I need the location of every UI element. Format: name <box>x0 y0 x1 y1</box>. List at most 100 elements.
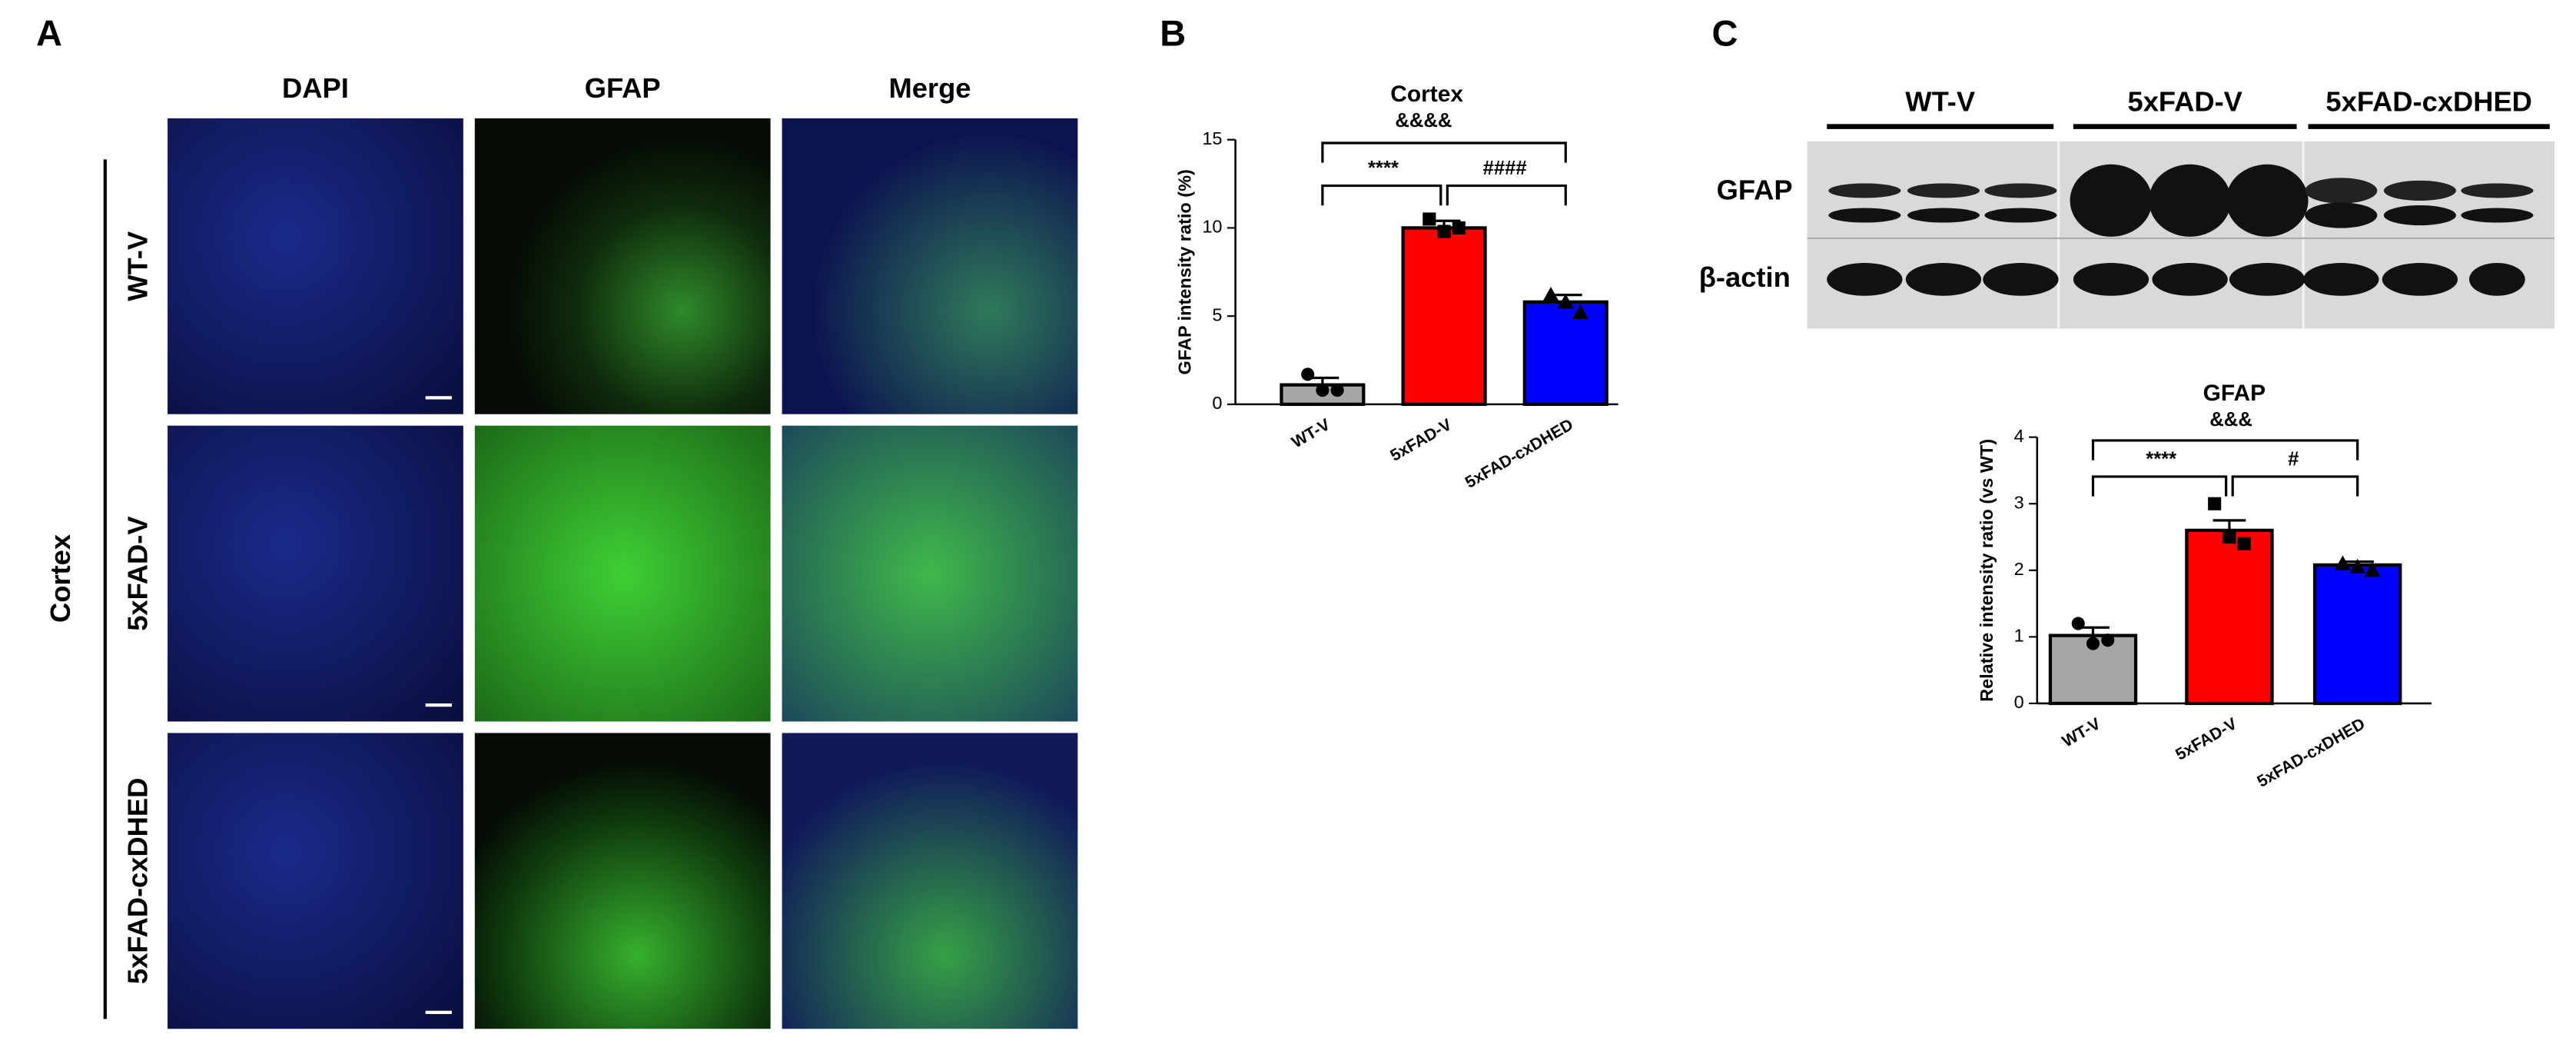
micrograph <box>782 118 1078 414</box>
band <box>1905 263 1982 296</box>
band <box>1907 208 1980 223</box>
band <box>1907 183 1980 198</box>
band <box>2303 263 2379 296</box>
significance-bracket <box>2231 475 2359 497</box>
data-point <box>2101 633 2115 647</box>
micrograph <box>168 118 463 414</box>
significance-label: &&&& <box>1395 110 1452 131</box>
y-tick-label: 5 <box>1212 304 1222 324</box>
significance-bracket <box>1321 184 1442 206</box>
band <box>2152 263 2228 296</box>
band <box>2070 164 2153 237</box>
band <box>2383 204 2456 226</box>
data-point <box>2349 558 2366 574</box>
band <box>2461 208 2534 223</box>
bar <box>2312 563 2402 706</box>
x-tick-label: WT-V <box>1289 415 1334 452</box>
row-label: 5xFAD-cxDHED <box>121 778 153 985</box>
y-tick-label: 1 <box>2014 626 2024 646</box>
micrograph <box>474 425 771 722</box>
significance-label: #### <box>1483 158 1527 179</box>
y-tick-label: 0 <box>1212 393 1222 413</box>
y-tick-label: 15 <box>1202 128 1222 148</box>
data-point <box>1572 304 1589 320</box>
x-tick-label: 5xFAD-V <box>2173 714 2241 764</box>
band <box>2305 178 2378 204</box>
significance-label: &&& <box>2209 409 2252 431</box>
data-point <box>2071 617 2085 630</box>
chart-title: Cortex <box>1390 81 1463 107</box>
band <box>2382 263 2458 296</box>
y-tick-label: 10 <box>1202 217 1222 237</box>
significance-bracket <box>1321 141 1567 163</box>
data-point <box>2334 555 2352 570</box>
band <box>2073 263 2149 296</box>
band <box>2469 263 2525 296</box>
data-point <box>2222 530 2236 544</box>
data-point <box>2237 537 2251 550</box>
micrograph <box>782 425 1078 722</box>
western-blot: WT-V 5xFAD-V 5xFAD-cxDHED GFAP β-actin <box>1699 85 2555 329</box>
band <box>2149 164 2232 237</box>
micrograph <box>168 733 463 1029</box>
data-point <box>1542 286 1559 302</box>
band <box>1828 183 1901 198</box>
x-tick-label: 5xFAD-cxDHED <box>1462 415 1576 492</box>
chart-title: GFAP <box>2203 381 2266 406</box>
micrograph <box>168 425 463 722</box>
data-point <box>2364 562 2381 577</box>
band <box>1827 263 1903 296</box>
data-point <box>1452 221 1466 234</box>
band <box>2226 164 2309 237</box>
band <box>1983 263 2059 296</box>
band <box>1984 183 2057 198</box>
data-point <box>1330 383 1344 397</box>
column-label: GFAP <box>585 72 661 104</box>
column-label: DAPI <box>282 72 349 104</box>
row-label: WT-V <box>121 231 153 301</box>
band <box>1828 208 1901 223</box>
band <box>1984 208 2057 223</box>
significance-bracket <box>1446 184 1567 206</box>
data-point <box>1301 367 1315 381</box>
data-point <box>2208 497 2222 510</box>
region-label: Cortex <box>45 534 76 623</box>
group-label: 5xFAD-V <box>2128 85 2242 117</box>
significance-label: **** <box>2146 448 2176 470</box>
bar <box>2185 528 2274 706</box>
y-axis-label: Relative intensity ratio (vs WT) <box>1977 439 1997 702</box>
y-tick-label: 4 <box>2014 426 2024 446</box>
band-label: β-actin <box>1699 261 1791 293</box>
x-tick-label: WT-V <box>2059 714 2104 751</box>
column-label: Merge <box>888 72 971 104</box>
significance-bracket <box>2091 439 2359 461</box>
significance-bracket <box>2091 475 2228 497</box>
panel-label: C <box>1712 12 1738 53</box>
significance-label: # <box>2288 448 2299 470</box>
significance-label: **** <box>1368 158 1399 179</box>
bar <box>1522 300 1608 407</box>
group-label: 5xFAD-cxDHED <box>2325 85 2532 117</box>
panel-a: DAPI GFAP Merge Cortex WT-V 5xFAD-V 5xFAD-cxDH… <box>45 72 1078 1029</box>
y-tick-label: 0 <box>2014 692 2024 712</box>
group-label: WT-V <box>1905 85 1975 117</box>
band-label: GFAP <box>1717 175 1793 206</box>
band <box>2461 183 2534 198</box>
data-point <box>1557 294 1574 309</box>
data-point <box>1437 224 1451 238</box>
bar <box>1401 226 1487 407</box>
band <box>2383 180 2456 201</box>
band <box>2229 263 2305 296</box>
micrograph <box>474 733 771 1029</box>
panel-label: B <box>1160 12 1186 53</box>
y-axis-label: GFAP intensity ratio (%) <box>1175 169 1195 374</box>
x-tick-label: 5xFAD-cxDHED <box>2254 714 2369 791</box>
micrograph <box>474 118 771 414</box>
y-tick-label: 3 <box>2014 492 2024 512</box>
y-tick-label: 2 <box>2014 559 2024 579</box>
micrograph <box>782 733 1078 1029</box>
x-tick-label: 5xFAD-V <box>1387 415 1456 465</box>
panel-label: A <box>36 12 62 53</box>
data-point <box>1316 383 1329 397</box>
